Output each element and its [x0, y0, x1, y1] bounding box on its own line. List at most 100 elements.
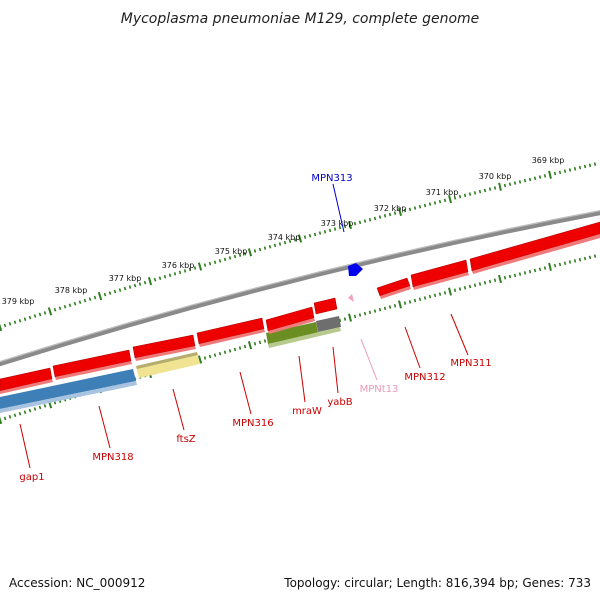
outer-minor-tick: [438, 199, 442, 204]
callout-line-gap1: [19, 423, 31, 469]
outer-minor-tick: [428, 202, 432, 206]
gene-arrow-mpnt13[interactable]: [348, 294, 354, 302]
outer-minor-tick: [463, 193, 467, 198]
outer-minor-tick: [188, 267, 192, 272]
outer-minor-tick: [3, 323, 7, 328]
gene-label-mraw[interactable]: mraW: [292, 406, 322, 417]
outer-minor-tick: [233, 254, 237, 259]
inner-minor-tick: [208, 354, 212, 359]
inner-minor-tick: [523, 271, 527, 275]
gene-arrow-mpn318-shadow: [0, 381, 137, 413]
scale-tick-labels: 369 kbp 370 kbp 371 kbp 372 kbp 373 kbp …: [2, 156, 565, 306]
gene-label-ftsz[interactable]: ftsZ: [176, 434, 195, 445]
outer-minor-tick: [343, 224, 347, 229]
outer-minor-tick: [568, 168, 572, 172]
outer-minor-tick: [38, 312, 42, 317]
outer-minor-tick: [563, 169, 567, 173]
inner-minor-tick: [413, 298, 417, 303]
outer-minor-tick: [393, 211, 397, 215]
gene-label-yabb[interactable]: yabB: [327, 397, 352, 408]
gene-label-mpn318[interactable]: MPN318: [92, 452, 133, 463]
outer-minor-tick: [178, 270, 182, 275]
inner-minor-tick: [423, 296, 427, 300]
tick-label-370: 370 kbp: [479, 172, 512, 181]
outer-minor-tick: [583, 164, 587, 169]
inner-minor-tick: [573, 259, 577, 263]
inner-minor-tick: [258, 340, 262, 345]
outer-major-tick: [297, 234, 303, 243]
gene-label-mpn312[interactable]: MPN312: [404, 372, 445, 383]
reverse-strand-genes: [0, 294, 354, 413]
outer-minor-tick: [53, 308, 57, 312]
outer-minor-tick: [593, 162, 597, 166]
outer-minor-tick: [263, 246, 267, 250]
gene-arrow-small-red[interactable]: [313, 297, 338, 315]
outer-minor-tick: [118, 288, 122, 292]
outer-major-tick: [147, 277, 153, 286]
map-title: Mycoplasma pneumoniae M129, complete gen…: [121, 11, 480, 27]
outer-minor-tick: [33, 314, 37, 318]
outer-minor-tick: [433, 201, 437, 205]
outer-minor-tick: [103, 292, 107, 297]
inner-minor-tick: [568, 260, 572, 264]
outer-minor-tick: [28, 315, 32, 320]
tick-label-372: 372 kbp: [374, 204, 407, 213]
outer-minor-tick: [533, 176, 537, 180]
gene-arrow-mpn312-shadow: [413, 272, 469, 290]
gene-arrow-yabb[interactable]: [316, 316, 341, 332]
outer-minor-tick: [353, 221, 357, 226]
inner-minor-tick: [223, 350, 227, 354]
inner-major-tick: [548, 262, 552, 271]
outer-major-tick: [247, 248, 253, 257]
inner-minor-tick: [203, 356, 207, 360]
outer-minor-tick: [483, 188, 487, 193]
outer-minor-tick: [378, 215, 382, 219]
outer-minor-tick: [308, 234, 312, 238]
outer-minor-tick: [138, 282, 142, 286]
outer-minor-tick: [13, 320, 17, 325]
inner-minor-tick: [18, 411, 22, 416]
gene-label-mpn313[interactable]: MPN313: [311, 173, 352, 184]
outer-minor-tick: [543, 174, 547, 178]
callout-line-yabb: [332, 346, 339, 394]
gene-arrow-ftsz[interactable]: [136, 353, 200, 378]
gene-arrow-mpn316[interactable]: [196, 317, 265, 345]
inner-minor-tick: [503, 276, 507, 280]
inner-minor-tick: [428, 294, 432, 299]
outer-minor-tick: [218, 259, 222, 263]
inner-minor-tick: [453, 288, 457, 292]
outer-minor-tick: [488, 187, 492, 191]
inner-major-tick: [448, 287, 452, 296]
outer-major-tick: [47, 307, 53, 316]
outer-minor-tick: [228, 256, 232, 260]
outer-minor-tick: [278, 242, 282, 246]
outer-minor-tick: [158, 276, 162, 280]
inner-minor-tick: [508, 274, 512, 279]
topology-summary: Topology: circular; Length: 816,394 bp; …: [284, 576, 591, 590]
outer-minor-tick: [238, 253, 242, 257]
outer-minor-tick: [78, 300, 82, 304]
gene-arrow-mrab[interactable]: [266, 322, 318, 344]
inner-minor-tick: [558, 262, 562, 267]
gene-label-gap1[interactable]: gap1: [19, 472, 44, 483]
inner-minor-tick: [538, 267, 542, 271]
outer-minor-tick: [43, 311, 47, 315]
inner-minor-tick: [473, 283, 477, 287]
inner-minor-tick: [403, 301, 407, 305]
gene-arrow-mpn313-marker[interactable]: [348, 263, 363, 276]
outer-minor-tick: [253, 249, 257, 253]
outer-minor-tick: [208, 261, 212, 266]
gene-label-mpn311[interactable]: MPN311: [450, 358, 491, 369]
gene-label-mpn316[interactable]: MPN316: [232, 418, 273, 429]
outer-minor-tick: [373, 216, 377, 221]
gene-arrow-mpn311[interactable]: [469, 221, 600, 272]
gene-label-mpnt13[interactable]: MPNt13: [360, 384, 399, 395]
gene-arrow-mpn318[interactable]: [0, 369, 136, 409]
outer-minor-tick: [383, 214, 387, 218]
inner-minor-tick: [13, 413, 17, 418]
gene-arrow-red-4-shadow: [55, 361, 132, 380]
outer-minor-tick: [163, 275, 167, 279]
inner-minor-tick: [543, 266, 547, 270]
inner-minor-tick: [253, 342, 257, 346]
